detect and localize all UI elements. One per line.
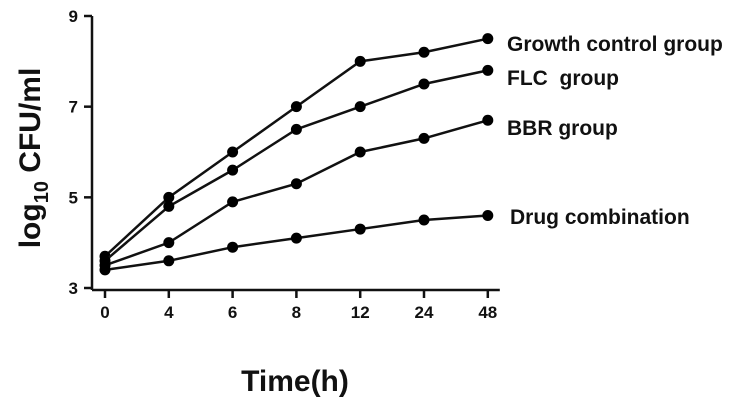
data-point bbox=[418, 214, 430, 226]
series-line bbox=[104, 69, 489, 262]
x-tick-label: 0 bbox=[100, 303, 109, 322]
data-point bbox=[482, 114, 494, 126]
data-point bbox=[163, 200, 175, 212]
series-label: BBR group bbox=[507, 117, 618, 140]
y-tick-label: 3 bbox=[69, 279, 78, 298]
series-label: Growth control group bbox=[507, 33, 723, 56]
data-point bbox=[354, 223, 366, 235]
data-point bbox=[482, 209, 494, 221]
series-2 bbox=[99, 114, 494, 271]
data-point bbox=[99, 264, 111, 276]
y-tick-label: 9 bbox=[69, 7, 78, 26]
series-3 bbox=[99, 209, 494, 276]
data-point bbox=[227, 146, 239, 158]
x-tick-label: 8 bbox=[292, 303, 301, 322]
series-label: FLC group bbox=[507, 67, 619, 90]
y-axis-title: log10 CFU/ml bbox=[14, 68, 53, 249]
y-axis-ticks: 3 5 7 9 bbox=[69, 7, 92, 298]
y-axis-title-rest: CFU/ml bbox=[14, 68, 47, 181]
series-label: Drug combination bbox=[510, 206, 690, 229]
data-point bbox=[290, 123, 302, 135]
data-point bbox=[227, 241, 239, 253]
x-tick-label: 6 bbox=[228, 303, 237, 322]
data-point bbox=[290, 178, 302, 190]
series-lines bbox=[99, 33, 494, 276]
x-axis-ticks: 0 4 6 8 12 24 48 bbox=[100, 290, 497, 322]
y-axis-title-subscript: 10 bbox=[31, 181, 53, 203]
y-tick-label: 5 bbox=[69, 188, 78, 207]
x-axis-title: Time(h) bbox=[241, 365, 349, 398]
data-point bbox=[418, 132, 430, 144]
data-point bbox=[482, 33, 494, 45]
series-labels: Growth control group FLC group BBR group Dr… bbox=[507, 33, 723, 229]
data-point bbox=[163, 237, 175, 249]
data-point bbox=[290, 101, 302, 113]
data-point bbox=[418, 78, 430, 90]
data-point bbox=[482, 64, 494, 76]
data-point bbox=[418, 46, 430, 58]
data-point bbox=[163, 255, 175, 267]
y-axis-title-main: log bbox=[14, 203, 47, 248]
data-point bbox=[354, 101, 366, 113]
data-point bbox=[227, 164, 239, 176]
x-tick-label: 24 bbox=[415, 303, 434, 322]
data-point bbox=[354, 55, 366, 67]
series-line bbox=[104, 37, 489, 258]
data-point bbox=[290, 232, 302, 244]
y-tick-label: 7 bbox=[69, 98, 78, 117]
data-point bbox=[227, 196, 239, 208]
x-tick-label: 4 bbox=[164, 303, 174, 322]
series-0 bbox=[99, 33, 494, 262]
data-point bbox=[163, 191, 175, 203]
x-tick-label: 12 bbox=[351, 303, 370, 322]
data-point bbox=[354, 146, 366, 158]
x-tick-label: 48 bbox=[478, 303, 497, 322]
